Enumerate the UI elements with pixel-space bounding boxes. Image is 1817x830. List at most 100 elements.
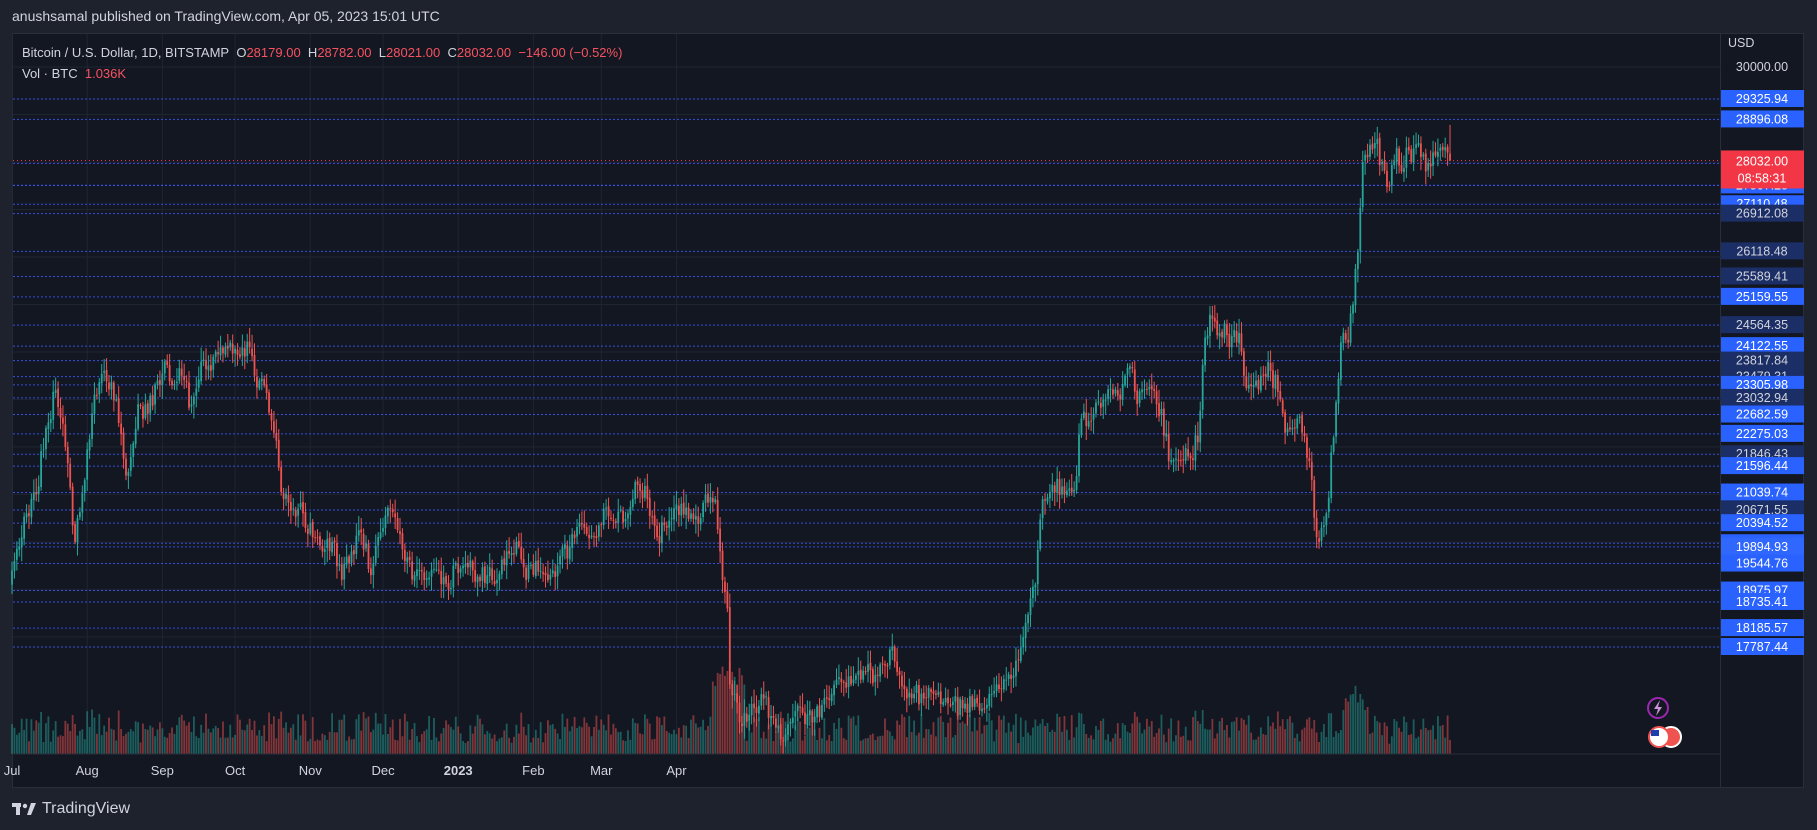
- price-level-label-bg: [1721, 267, 1804, 285]
- candle-body: [100, 373, 103, 384]
- volume-bar: [995, 729, 998, 754]
- candle-body: [340, 564, 343, 580]
- candle-body: [1136, 390, 1139, 405]
- volume-bar: [1136, 716, 1139, 754]
- volume-bar: [1325, 737, 1328, 754]
- volume-bar: [236, 714, 239, 754]
- volume-bar: [98, 714, 101, 754]
- candle-body: [561, 547, 564, 557]
- tradingview-footer[interactable]: TradingView: [12, 800, 130, 818]
- volume-bar: [270, 724, 273, 754]
- volume-bar: [561, 713, 564, 754]
- volume-bar: [239, 719, 241, 754]
- volume-bar: [910, 732, 913, 754]
- volume-bar: [1386, 726, 1388, 754]
- volume-bar: [79, 730, 81, 754]
- volume-bar: [1250, 732, 1253, 754]
- volume-bar: [704, 730, 707, 754]
- volume-bar: [580, 727, 583, 754]
- candle-body: [617, 511, 620, 523]
- candle-body: [209, 365, 212, 371]
- volume-bar: [857, 715, 860, 754]
- candle-body: [25, 513, 28, 518]
- volume-bar: [1090, 735, 1093, 754]
- volume-bar: [1230, 722, 1233, 754]
- price-level-label-bg: [1721, 592, 1804, 610]
- volume-bar: [1262, 734, 1265, 754]
- candle-body: [1167, 434, 1170, 462]
- volume-bar: [697, 727, 700, 754]
- candle-body: [406, 557, 409, 563]
- volume-bar: [399, 719, 401, 754]
- candle-body: [539, 570, 542, 572]
- candle-body: [479, 576, 481, 581]
- lightning-icon: [1647, 697, 1669, 719]
- candle-body: [1162, 408, 1165, 436]
- candle-body: [702, 502, 705, 518]
- candle-body: [508, 550, 511, 554]
- volume-bar: [377, 723, 380, 754]
- volume-bar: [486, 731, 489, 754]
- volume-bar: [1041, 718, 1044, 754]
- candle-body: [998, 684, 1000, 690]
- volume-bar: [69, 731, 72, 754]
- bar-countdown-label: 08:58:31: [1738, 171, 1787, 185]
- volume-bar: [54, 721, 57, 754]
- candle-body: [469, 560, 472, 568]
- candle-body: [714, 499, 717, 503]
- volume-bar: [122, 735, 125, 754]
- volume-bar: [1267, 716, 1270, 754]
- volume-bar: [1146, 718, 1148, 754]
- time-axis-labels: Jul Aug Sep Oct Nov Dec 2023 Feb Mar Apr: [4, 753, 1721, 778]
- volume-bar: [1002, 715, 1005, 754]
- candle-body: [1395, 147, 1398, 163]
- volume-bar: [251, 729, 253, 754]
- price-level-label: 25589.41: [1736, 269, 1788, 283]
- volume-bar: [476, 714, 479, 754]
- candle-body: [226, 345, 229, 349]
- candle-body: [988, 694, 991, 706]
- symbol-title[interactable]: Bitcoin / U.S. Dollar, 1D, BITSTAMP: [22, 45, 230, 60]
- volume-bar: [612, 723, 615, 754]
- volume-bar: [888, 731, 891, 754]
- volume-bar: [1228, 737, 1231, 754]
- volume-bar: [614, 728, 617, 754]
- candle-body: [1114, 389, 1117, 394]
- candle-body: [277, 439, 280, 468]
- price-level-label-bg: [1721, 619, 1804, 637]
- publisher-line: anushsamal published on TradingView.com,…: [12, 8, 440, 24]
- candle-body: [23, 516, 26, 539]
- volume-bar: [806, 726, 809, 754]
- volume-bar: [952, 737, 954, 754]
- volume-label[interactable]: Vol · BTC: [22, 66, 78, 81]
- volume-bar: [1376, 721, 1379, 754]
- volume-bar: [1196, 721, 1199, 754]
- volume-bar: [813, 729, 816, 754]
- volume-bar: [457, 726, 460, 754]
- volume-bar: [1449, 739, 1451, 754]
- candle-body: [1259, 375, 1262, 391]
- candle-body: [993, 691, 996, 694]
- volume-bar: [1434, 739, 1437, 754]
- price-level-label-bg: [1721, 337, 1804, 355]
- volume-bar: [1153, 736, 1156, 754]
- candle-body: [1024, 622, 1027, 639]
- candle-body: [971, 696, 974, 708]
- volume-bar: [180, 714, 183, 754]
- candle-body: [483, 566, 486, 584]
- candle-body: [813, 716, 816, 723]
- low-label: L: [378, 45, 387, 60]
- volume-bar: [568, 731, 571, 754]
- volume-bar: [496, 741, 498, 754]
- candle-body: [690, 513, 692, 519]
- volume-bar: [171, 727, 173, 754]
- chart-pane[interactable]: [12, 33, 1721, 788]
- candle-body: [760, 694, 763, 706]
- candle-body: [711, 497, 714, 503]
- candle-body: [1221, 331, 1223, 338]
- candle-body: [910, 693, 913, 699]
- candle-body: [1107, 389, 1109, 399]
- candle-body: [416, 569, 418, 577]
- candle-body: [1061, 486, 1063, 495]
- candle-body: [343, 563, 346, 580]
